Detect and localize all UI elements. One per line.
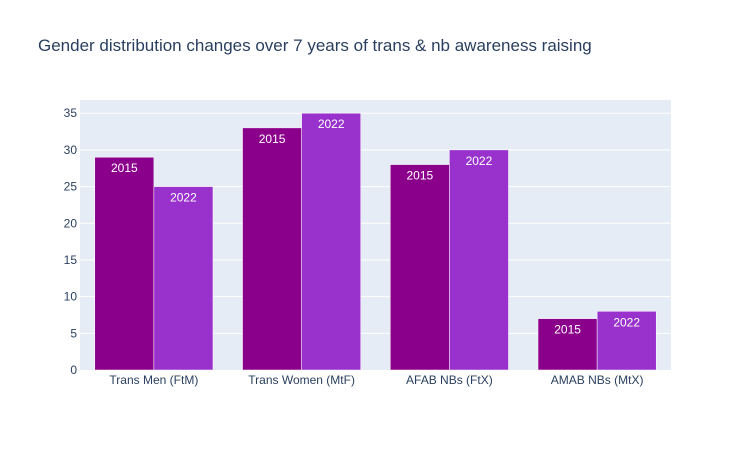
bar-data-label: 2022 [613,315,640,329]
x-tick-label: Trans Men (FtM) [109,373,198,387]
y-tick-label: 35 [64,106,78,120]
x-axis-ticks: Trans Men (FtM) Trans Women (MtF) AFAB NBs… [109,373,643,387]
bar-data-label: 2015 [406,169,433,183]
y-tick-label: 25 [64,180,78,194]
bar-2015 [94,156,155,371]
y-tick-label: 30 [64,143,78,157]
bar-2022 [153,186,214,371]
bar-2022 [301,112,361,371]
bar-data-label: 2022 [170,191,197,205]
y-axis-ticks: 0 5 10 15 20 25 30 35 [64,106,78,377]
y-tick-label: 15 [64,253,78,267]
bar-2015 [390,164,450,371]
bar-2022 [449,149,509,371]
y-tick-label: 20 [64,216,78,230]
bar-data-label: 2022 [318,117,345,131]
y-tick-label: 5 [70,326,77,340]
x-tick-label: AMAB NBs (MtX) [551,373,644,387]
bar-2015 [242,127,302,371]
x-tick-label: Trans Women (MtF) [248,373,355,387]
chart-title: Gender distribution changes over 7 years… [38,36,592,55]
x-tick-label: AFAB NBs (FtX) [406,373,493,387]
bar-data-label: 2015 [554,323,581,337]
bar-data-label: 2022 [466,154,493,168]
bar-2015 [537,318,598,371]
y-tick-label: 0 [70,363,77,377]
bar-2022 [596,311,657,371]
y-tick-label: 10 [64,290,78,304]
bar-data-label: 2015 [111,161,138,175]
bars [94,112,657,371]
bar-data-label: 2015 [259,132,286,146]
bar-labels: 2015 2022 2015 2022 2015 2022 2015 2022 [111,117,640,336]
